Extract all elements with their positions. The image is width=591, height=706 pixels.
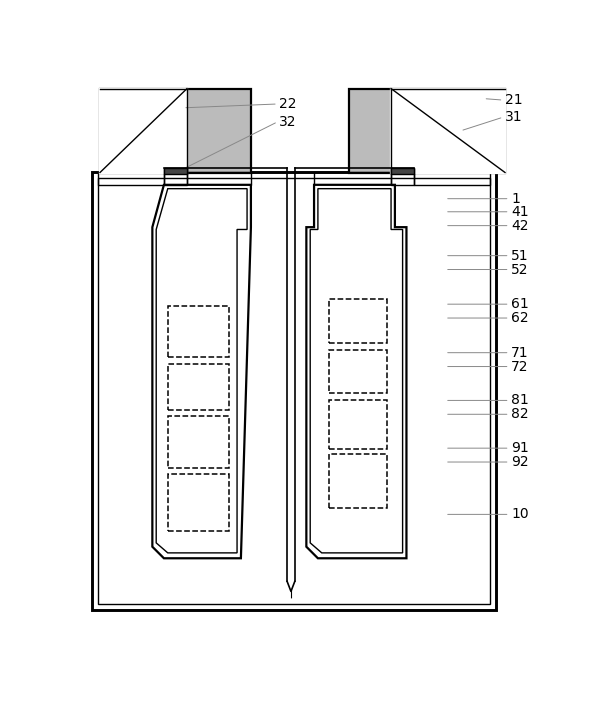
Text: 21: 21 (505, 93, 522, 107)
Bar (391, 168, 414, 174)
Bar (329, 299, 387, 343)
Polygon shape (391, 88, 505, 172)
Bar (164, 168, 187, 185)
Text: 61: 61 (511, 297, 529, 311)
Bar (187, 172, 251, 185)
Polygon shape (349, 88, 505, 173)
Polygon shape (152, 185, 251, 558)
Bar (168, 306, 229, 357)
Text: 32: 32 (280, 114, 297, 128)
Bar (164, 168, 187, 174)
Text: 82: 82 (511, 407, 529, 421)
Bar (414, 172, 489, 185)
Bar (329, 455, 387, 508)
Bar (99, 172, 164, 185)
Text: 42: 42 (511, 219, 529, 233)
Bar (314, 172, 391, 185)
Bar (92, 172, 496, 610)
Text: 41: 41 (511, 205, 529, 219)
Text: 22: 22 (280, 97, 297, 111)
Polygon shape (306, 185, 407, 558)
Text: 92: 92 (511, 455, 529, 469)
Text: 81: 81 (511, 393, 529, 407)
Text: 1: 1 (511, 192, 520, 205)
Text: 10: 10 (511, 508, 529, 521)
Text: 51: 51 (511, 249, 529, 263)
Bar (391, 168, 414, 185)
Text: 31: 31 (505, 110, 522, 124)
Text: 52: 52 (511, 263, 529, 277)
Bar (168, 416, 229, 468)
Bar (168, 474, 229, 532)
Polygon shape (100, 88, 251, 173)
Text: 62: 62 (511, 311, 529, 325)
Bar (168, 364, 229, 410)
Bar (329, 350, 387, 393)
Bar (329, 400, 387, 449)
Bar (99, 178, 489, 604)
Text: 91: 91 (511, 441, 529, 455)
Text: 72: 72 (511, 359, 529, 373)
Text: 71: 71 (511, 346, 529, 359)
Polygon shape (100, 88, 187, 172)
